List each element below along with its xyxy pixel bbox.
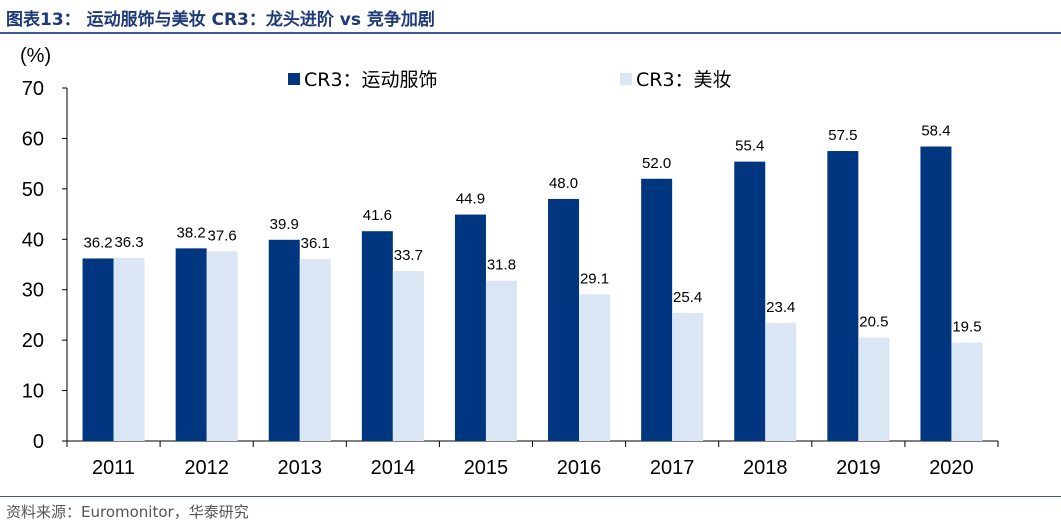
bar-sports-2020	[920, 146, 952, 442]
bar-beauty-2019	[858, 337, 890, 441]
source-note: 资料来源：Euromonitor，华泰研究	[6, 503, 249, 521]
x-tick-label: 2011	[92, 457, 135, 479]
data-label-sports-2018: 55.4	[735, 138, 764, 155]
y-tick-label: 0	[33, 431, 44, 453]
legend-label-beauty: CR3：美妆	[636, 69, 732, 91]
bar-beauty-2013	[299, 258, 331, 441]
data-label-sports-2012: 38.2	[177, 224, 206, 241]
x-tick-label: 2019	[836, 457, 881, 479]
y-axis-label: (%)	[20, 45, 51, 67]
source-rule	[0, 496, 1061, 497]
figure-title: 图表13： 运动服饰与美妆 CR3：龙头进阶 vs 竞争加剧	[6, 10, 435, 30]
data-label-beauty-2012: 37.6	[208, 227, 237, 244]
bar-beauty-2012	[206, 251, 238, 441]
data-label-sports-2014: 41.6	[363, 207, 392, 224]
data-label-sports-2015: 44.9	[456, 191, 485, 208]
title-rule	[0, 32, 1061, 34]
data-label-beauty-2019: 20.5	[859, 314, 888, 331]
bar-sports-2011	[82, 258, 114, 441]
bar-sports-2013	[268, 239, 300, 441]
y-tick-label: 60	[22, 128, 44, 150]
y-tick-label: 30	[22, 280, 44, 302]
bar-beauty-2018	[765, 322, 797, 441]
y-tick-label: 70	[22, 78, 44, 100]
data-label-beauty-2014: 33.7	[394, 247, 423, 264]
bar-beauty-2017	[672, 312, 704, 441]
data-label-sports-2020: 58.4	[921, 122, 950, 139]
y-tick-label: 40	[22, 229, 44, 251]
x-tick-label: 2020	[929, 457, 974, 479]
axes: 0 10 20 30 40 50 60 70 2011 2012 2013 2014 2015 2016 2…	[22, 78, 999, 479]
x-tick-label: 2013	[278, 457, 323, 479]
legend: CR3：运动服饰 CR3：美妆	[288, 69, 732, 91]
data-label-sports-2013: 39.9	[270, 216, 299, 233]
data-label-beauty-2017: 25.4	[673, 289, 702, 306]
bar-beauty-2020	[951, 342, 983, 441]
bar-sports-2019	[827, 151, 859, 442]
bar-sports-2016	[548, 198, 580, 441]
x-tick-label: 2014	[371, 457, 416, 479]
data-label-sports-2011: 36.2	[83, 234, 112, 251]
x-tick-label: 2012	[184, 457, 229, 479]
bars	[82, 146, 983, 442]
bar-beauty-2014	[392, 271, 424, 441]
bar-beauty-2016	[579, 294, 611, 441]
bar-beauty-2015	[485, 280, 517, 441]
bar-sports-2014	[361, 231, 393, 441]
legend-label-sports: CR3：运动服饰	[304, 69, 438, 91]
legend-swatch-sports	[288, 73, 300, 85]
y-tick-label: 20	[22, 330, 44, 352]
y-tick-label: 10	[22, 381, 44, 403]
x-tick-label: 2016	[557, 457, 602, 479]
bar-sports-2012	[175, 248, 207, 441]
bar-sports-2018	[734, 161, 766, 441]
legend-swatch-beauty	[620, 73, 632, 85]
data-label-beauty-2020: 19.5	[952, 319, 981, 336]
x-tick-label: 2018	[743, 457, 788, 479]
bar-sports-2017	[641, 178, 673, 441]
data-label-sports-2017: 52.0	[642, 155, 671, 172]
data-label-beauty-2018: 23.4	[766, 299, 795, 316]
x-tick-label: 2017	[650, 457, 695, 479]
bar-sports-2015	[454, 214, 486, 441]
y-tick-label: 50	[22, 179, 44, 201]
bar-beauty-2011	[113, 257, 145, 441]
data-labels: 36.2 38.2 39.9 41.6 44.9 48.0 52.0 55.4 57.5 58.4…	[83, 122, 981, 335]
data-label-beauty-2016: 29.1	[580, 270, 609, 287]
data-label-beauty-2015: 31.8	[487, 257, 516, 274]
data-label-sports-2016: 48.0	[549, 175, 578, 192]
data-label-beauty-2011: 36.3	[114, 234, 143, 251]
x-tick-label: 2015	[464, 457, 509, 479]
data-label-sports-2019: 57.5	[828, 127, 857, 144]
data-label-beauty-2013: 36.1	[301, 235, 330, 252]
